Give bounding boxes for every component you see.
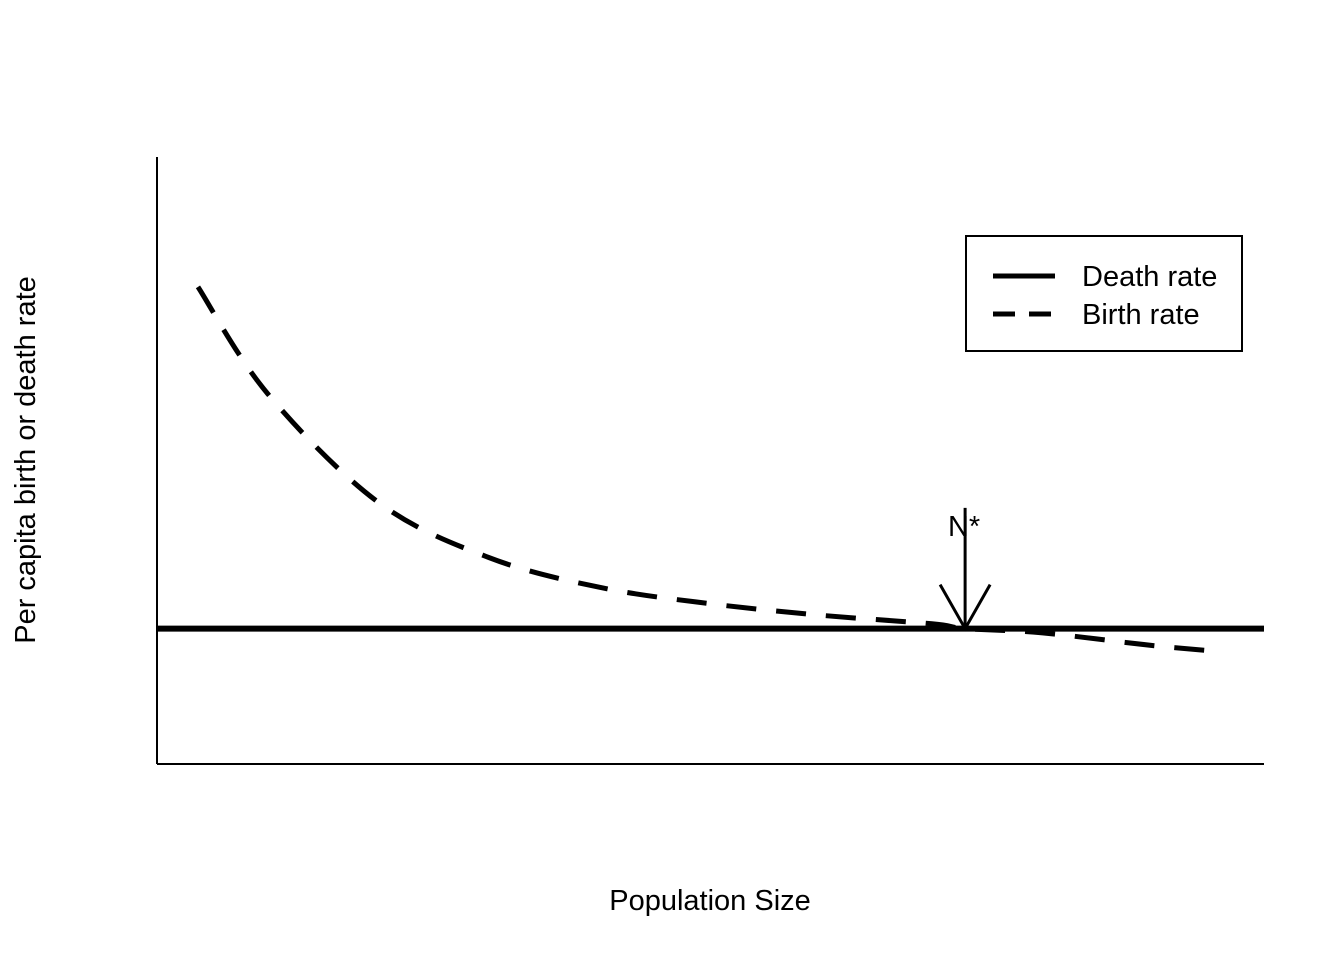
legend: Death rate Birth rate [965,235,1243,352]
annotation-layer: N* [938,507,992,632]
annotation-label: N* [948,511,980,543]
series-line-birth-rate [195,285,1224,655]
legend-label-birth-rate: Birth rate [1082,299,1200,331]
legend-box [965,235,1243,352]
axes [156,157,1264,765]
x-axis-label: Population Size [609,885,811,917]
y-axis-label: Per capita birth or death rate [10,276,42,644]
annotation-arrow-head [938,583,992,632]
legend-label-death-rate: Death rate [1082,261,1217,293]
series-layer [157,285,1264,655]
